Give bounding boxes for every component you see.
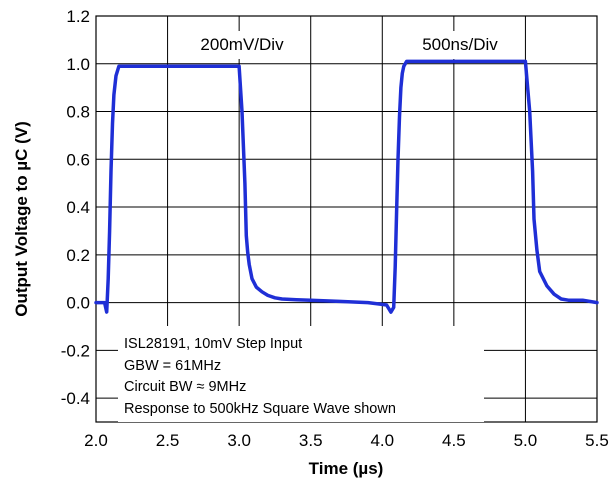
y-tick-labels: 1.2 1.0 0.8 0.6 0.4 0.2 0.0 -0.2 -0.4 [61, 7, 90, 408]
y-tick-label: 0.6 [66, 150, 90, 169]
series-line [94, 59, 599, 314]
y-tick-label: 1.2 [66, 7, 90, 26]
annotation-backdrop-right [406, 31, 514, 59]
note-line-2: GBW = 61MHz [124, 358, 221, 374]
annotation-time-per-div: 500ns/Div [422, 35, 498, 54]
x-tick-label: 2.5 [156, 431, 180, 450]
x-tick-labels: 2.0 2.5 3.0 3.5 4.0 4.5 5.0 5.5 [84, 431, 609, 450]
x-tick-label: 5.0 [514, 431, 538, 450]
y-tick-label: -0.4 [61, 389, 90, 408]
notes-box [118, 326, 484, 422]
y-tick-label: 1.0 [66, 55, 90, 74]
x-tick-label: 4.0 [370, 431, 394, 450]
y-tick-label: 0.2 [66, 246, 90, 265]
x-tick-label: 3.5 [299, 431, 323, 450]
y-tick-label: 0.8 [66, 103, 90, 122]
x-axis-title: Time (µs) [309, 459, 384, 478]
y-tick-label: 0.0 [66, 294, 90, 313]
annotation-volts-per-div: 200mV/Div [200, 35, 284, 54]
note-line-4: Response to 500kHz Square Wave shown [124, 401, 396, 417]
annotation-backdrop-left [178, 31, 306, 59]
y-axis-title: Output Voltage to µC (V) [12, 121, 31, 317]
x-tick-label: 5.5 [585, 431, 609, 450]
note-line-3: Circuit BW ≈ 9MHz [124, 379, 246, 395]
x-tick-label: 3.0 [227, 431, 251, 450]
note-line-1: ISL28191, 10mV Step Input [124, 336, 302, 352]
y-tick-label: -0.2 [61, 341, 90, 360]
x-tick-label: 2.0 [84, 431, 108, 450]
y-tick-label: 0.4 [66, 198, 90, 217]
x-tick-label: 4.5 [442, 431, 466, 450]
